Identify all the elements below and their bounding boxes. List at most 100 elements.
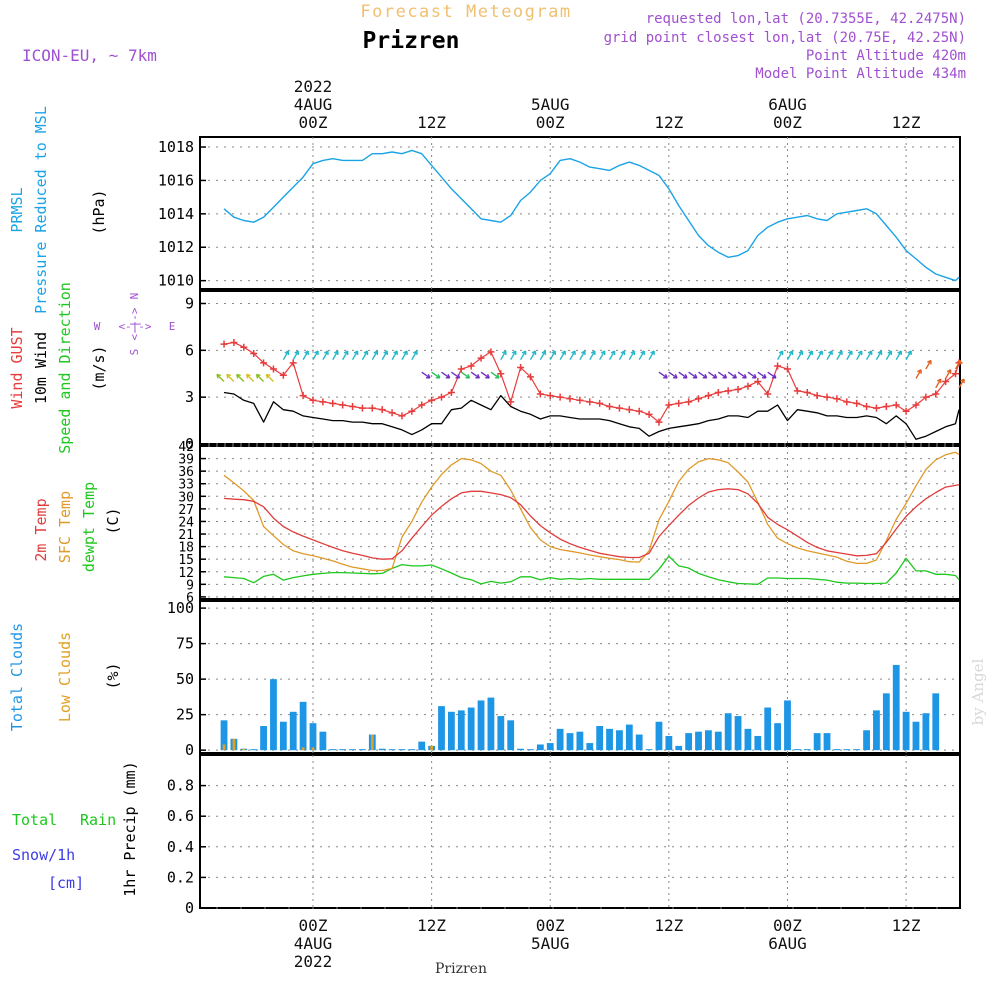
- wind-gust-marker: [408, 407, 416, 415]
- wind-arrow: [776, 350, 784, 361]
- total-cloud-bar: [457, 710, 465, 751]
- wind-gust-marker: [368, 404, 376, 412]
- wind-arrow: [470, 371, 480, 379]
- wind-arrow: [757, 371, 767, 379]
- total-cloud-bar: [388, 749, 396, 751]
- prmsl-label: PRMSL: [8, 187, 26, 232]
- wind-gust-marker: [596, 399, 604, 407]
- total-cloud-bar: [714, 731, 722, 751]
- y-tick-label: 6: [185, 341, 194, 359]
- total-cloud-bar: [507, 720, 515, 751]
- total-cloud-bar: [270, 679, 277, 751]
- total-cloud-bar: [764, 707, 772, 751]
- total-rain-rain-label: Rain: [80, 811, 116, 829]
- temp-sfc-label: SFC Temp: [56, 491, 74, 563]
- wind-arrow-head: [425, 373, 431, 379]
- wind-arrow-head: [761, 373, 767, 379]
- y-tick-label: 1018: [158, 138, 194, 156]
- total-cloud-bar: [418, 741, 426, 751]
- wind-arrow: [638, 350, 645, 361]
- total-cloud-bar: [349, 749, 356, 751]
- grid-coords: grid point closest lon,lat (20.75E, 42.2…: [604, 30, 966, 46]
- wind-arrow-head: [640, 350, 645, 356]
- y-tick-label: 42: [178, 440, 194, 455]
- total-cloud-bar: [467, 707, 475, 751]
- wind-arrow: [302, 350, 309, 361]
- wind-gust-marker: [438, 393, 446, 401]
- wind-arrow-head: [771, 373, 777, 379]
- pressure-y-ticks: 1010 1012 1014 1016 1018: [158, 138, 206, 290]
- y-tick-label: 27: [178, 503, 194, 518]
- wind-arrow: [246, 373, 255, 383]
- wind-frame: [199, 290, 961, 445]
- temp-dewpt-label: dewpt Temp: [80, 482, 98, 572]
- compass-east: E: [169, 320, 176, 333]
- wind-arrow: [958, 378, 965, 389]
- total-cloud-bar: [596, 726, 604, 751]
- y-tick-label: 50: [176, 670, 194, 688]
- wind-arrow-head: [630, 350, 636, 356]
- forecast-title: Forecast Meteogram: [360, 2, 571, 22]
- precip-y-ticks: 0 0.2 0.4 0.6 0.8: [167, 777, 206, 917]
- wind-y-ticks: 0 3 6 9: [185, 294, 206, 453]
- wind-gust-marker: [250, 349, 258, 357]
- wind-gust-marker: [902, 407, 910, 415]
- total-cloud-bar: [813, 733, 821, 751]
- wind-arrow: [628, 350, 635, 361]
- wind-arrow-head: [465, 373, 471, 379]
- wind-arrow: [865, 350, 873, 361]
- total-cloud-bar: [289, 711, 297, 751]
- wind-direction-arrows: [216, 350, 965, 389]
- wind-arrow: [256, 373, 265, 383]
- total-cloud-bar: [398, 749, 406, 751]
- wind-unit: (m/s): [90, 345, 108, 390]
- wind-arrow-head: [897, 350, 902, 356]
- snow-cm-label: [cm]: [48, 874, 84, 892]
- total-cloud-bar: [279, 721, 287, 751]
- total-cloud-bar: [250, 749, 258, 751]
- wind-gust-marker: [783, 365, 791, 373]
- wind-arrow-head: [673, 373, 678, 379]
- wind-gust-marker: [329, 399, 337, 407]
- y-tick-label: 15: [178, 553, 194, 568]
- total-cloud-bar: [329, 749, 337, 751]
- wind-arrow-head: [828, 350, 833, 356]
- y-tick-label: 0: [185, 899, 194, 917]
- y-tick-label: 21: [178, 528, 194, 543]
- wind-arrow: [411, 350, 418, 361]
- wind-arrow-head: [600, 350, 606, 356]
- wind-gust-marker: [299, 392, 307, 400]
- wind-grid: [200, 291, 960, 445]
- total-cloud-bar: [635, 734, 643, 751]
- total-cloud-bar: [517, 748, 524, 751]
- wind-10m-line: [223, 391, 960, 440]
- wind-gust-marker: [922, 393, 930, 401]
- wind-gust-marker: [952, 370, 960, 378]
- wind-arrow-head: [531, 350, 537, 356]
- wind-arrow-head: [702, 373, 708, 379]
- low-cloud-bar: [232, 738, 236, 751]
- wind-10m-label: 10m Wind: [32, 332, 50, 404]
- wind-arrow-head: [620, 350, 626, 356]
- temp-frame: [199, 445, 961, 600]
- y-tick-label: 30: [178, 490, 194, 505]
- wind-arrow-head: [284, 350, 290, 356]
- y-tick-label: 24: [178, 515, 194, 530]
- wind-arrow: [717, 371, 727, 379]
- wind-gust-marker: [655, 418, 663, 426]
- wind-gust-marker: [882, 403, 890, 411]
- wind-gust-marker: [843, 398, 851, 406]
- clouds-frame: [199, 600, 961, 754]
- total-cloud-bar: [299, 701, 307, 751]
- wind-arrow-head: [353, 350, 359, 356]
- top-axis-label: 00Z: [536, 113, 565, 132]
- wind-arrow: [401, 350, 408, 361]
- wind-arrow: [698, 371, 708, 379]
- total-cloud-bar: [309, 723, 317, 751]
- wind-arrow-head: [294, 350, 300, 356]
- wind-arrow: [707, 371, 717, 379]
- wind-arrow: [648, 350, 655, 361]
